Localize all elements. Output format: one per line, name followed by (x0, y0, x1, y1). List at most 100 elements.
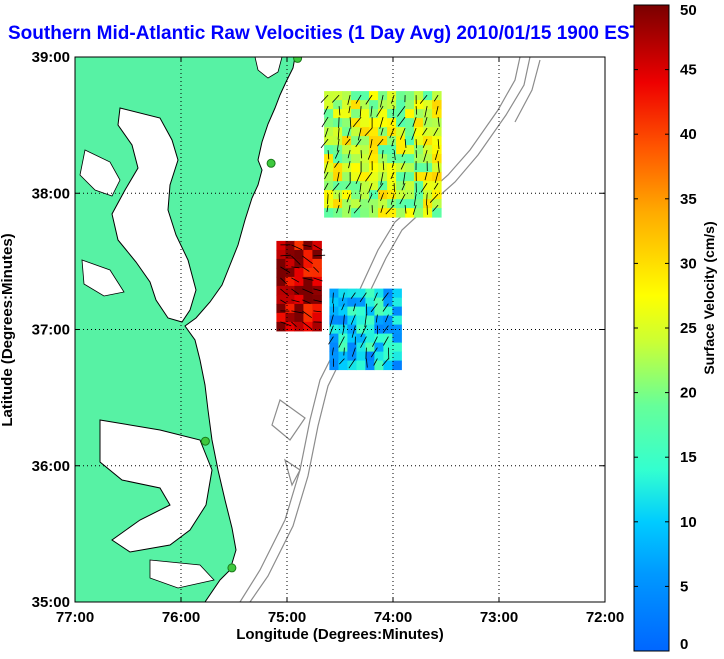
velocity-cell (351, 190, 361, 200)
velocity-cell (405, 208, 415, 218)
velocity-cell (405, 145, 415, 155)
velocity-cell (387, 181, 397, 191)
velocity-cell (276, 294, 286, 305)
velocity-cell (392, 351, 402, 362)
velocity-cell (383, 342, 393, 353)
velocity-vector (370, 139, 373, 148)
velocity-vector (329, 314, 334, 327)
velocity-cell (423, 100, 433, 110)
velocity-cell (333, 199, 343, 209)
velocity-vector (348, 106, 351, 114)
velocity-vector (329, 325, 334, 336)
velocity-vector (402, 172, 406, 185)
velocity-cell (392, 306, 402, 317)
velocity-cells (276, 91, 442, 371)
velocity-cell (356, 324, 366, 335)
velocity-cell (423, 181, 433, 191)
velocity-cell (312, 285, 322, 296)
velocity-cell (378, 145, 388, 155)
velocity-vector (323, 160, 329, 174)
radar-station-marker (293, 57, 303, 63)
velocity-vector (302, 266, 310, 272)
velocity-cell (303, 294, 313, 305)
velocity-vector (433, 127, 439, 137)
velocity-cell (378, 154, 388, 164)
velocity-cell (347, 324, 357, 335)
velocity-cell (374, 360, 384, 371)
radar-station-marker (227, 563, 237, 573)
velocity-cell (333, 208, 343, 218)
velocity-cell (324, 100, 334, 110)
velocity-cell (312, 303, 322, 314)
velocity-cell (383, 306, 393, 317)
velocity-vector (391, 138, 395, 147)
velocity-cell (356, 306, 366, 317)
velocity-vector (424, 106, 428, 118)
velocity-cell (387, 109, 397, 119)
velocity-vector (429, 193, 439, 203)
velocity-vector (291, 321, 297, 327)
velocity-vector (424, 171, 428, 181)
colorbar-tick-label: 0 (680, 636, 688, 653)
velocity-vector (415, 106, 418, 115)
velocity-cell (329, 315, 339, 326)
velocity-cell (414, 190, 424, 200)
velocity-vector (380, 193, 384, 202)
velocity-cell (285, 258, 295, 269)
velocity-cell (333, 118, 343, 128)
velocity-cell (342, 172, 352, 182)
velocity-cell (333, 190, 343, 200)
colorbar-tick-label: 20 (680, 385, 697, 402)
velocity-cell (387, 154, 397, 164)
velocity-cell (365, 333, 375, 344)
velocity-cell (285, 285, 295, 296)
velocity-cell (378, 109, 388, 119)
velocity-cell (360, 145, 370, 155)
velocity-vector (392, 106, 395, 117)
velocity-cell (333, 100, 343, 110)
velocity-cell (387, 199, 397, 209)
colorbar-tick-label: 50 (680, 2, 697, 19)
velocity-cell (338, 315, 348, 326)
y-tick-label: 36:00 (32, 458, 70, 475)
velocity-cell (312, 240, 322, 251)
velocity-cell (414, 127, 424, 137)
velocity-cell (333, 145, 343, 155)
colorbar-tick-label: 30 (680, 255, 697, 272)
velocity-cell (285, 321, 295, 332)
velocity-cell (303, 303, 313, 314)
velocity-cell (405, 190, 415, 200)
y-tick-label: 35:00 (32, 594, 70, 611)
velocity-cell (360, 208, 370, 218)
velocity-cell (333, 127, 343, 137)
velocity-vector (336, 172, 340, 182)
velocity-vector (422, 138, 428, 148)
velocity-vector (379, 116, 384, 129)
velocity-cell (378, 181, 388, 191)
velocity-cell (329, 333, 339, 344)
velocity-cell (369, 145, 379, 155)
velocity-vector (345, 182, 351, 190)
velocity-cell (312, 321, 322, 332)
colorbar-tick-label: 5 (680, 578, 688, 595)
velocity-cell (276, 321, 286, 332)
velocity-cell (383, 324, 393, 335)
colorbar-gradient (633, 4, 670, 652)
velocity-vector (401, 149, 406, 157)
velocity-cell (351, 199, 361, 209)
velocity-cell (356, 288, 366, 299)
velocity-cell (324, 145, 334, 155)
velocity-cell (396, 181, 406, 191)
velocity-vector (399, 193, 406, 205)
velocity-cell (333, 109, 343, 119)
velocity-vector (302, 310, 312, 319)
y-tick-label: 38:00 (32, 185, 70, 202)
velocity-vector (433, 182, 439, 190)
velocity-cell (414, 91, 424, 101)
velocity-cell (294, 285, 304, 296)
velocity-cell (329, 288, 339, 299)
velocity-cell (276, 240, 286, 251)
velocity-vector (355, 138, 362, 148)
velocity-vector (336, 139, 340, 152)
velocity-vector (397, 105, 406, 117)
